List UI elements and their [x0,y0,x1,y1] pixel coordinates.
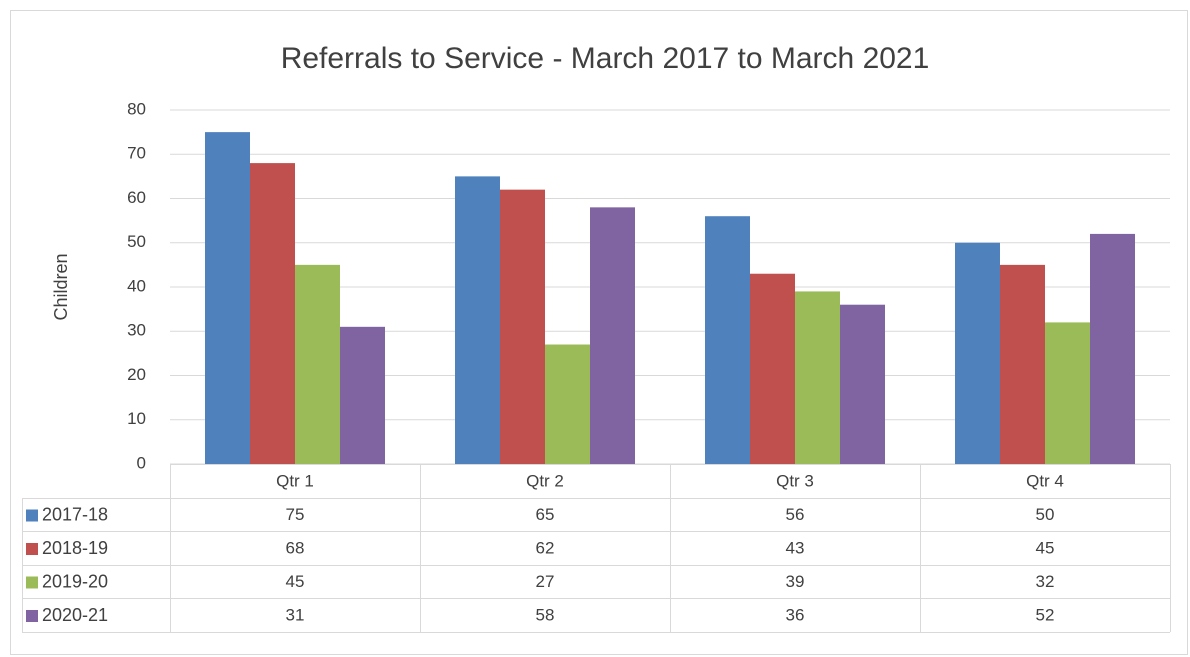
x-tick-label: Qtr 3 [776,471,814,490]
y-tick-label: 40 [127,276,146,295]
table-value: 56 [786,505,805,524]
bar [455,176,500,464]
y-tick-label: 20 [127,365,146,384]
y-tick-label: 30 [127,321,146,340]
bar [545,344,590,464]
x-tick-label: Qtr 1 [276,471,314,490]
y-axis-label: Children [51,253,71,320]
y-tick-label: 50 [127,232,146,251]
table-value: 75 [286,505,305,524]
bar [500,189,545,464]
table-value: 39 [786,572,805,591]
legend-label: 2020-21 [42,605,108,625]
bar [1045,322,1090,464]
legend-label: 2019-20 [42,571,108,591]
table-value: 65 [536,505,555,524]
legend-swatch [26,543,38,555]
table-value: 27 [536,572,555,591]
table-value: 68 [286,538,305,557]
bar [1090,233,1135,464]
bar [955,242,1000,464]
y-tick-label: 0 [137,453,146,472]
chart-title: Referrals to Service - March 2017 to Mar… [281,42,930,75]
bar [795,291,840,464]
table-value: 50 [1036,505,1055,524]
y-tick-label: 80 [127,99,146,118]
legend-swatch [26,576,38,589]
x-tick-label: Qtr 4 [1026,471,1064,490]
bar [590,207,635,464]
legend-swatch [26,509,38,522]
table-value: 36 [786,605,805,624]
table-value: 32 [1036,572,1055,591]
legend-label: 2017-18 [42,504,108,524]
y-tick-label: 10 [127,409,146,428]
bar [295,264,340,464]
table-value: 62 [536,538,555,557]
bar [840,304,885,464]
table-value: 52 [1036,605,1055,624]
table-value: 31 [286,605,305,624]
y-tick-label: 70 [127,144,146,163]
x-tick-label: Qtr 2 [526,471,564,490]
legend-label: 2018-19 [42,538,108,558]
legend-swatch [26,610,38,622]
bar [205,132,250,464]
y-tick-label: 60 [127,188,146,207]
table-value: 45 [1036,538,1055,557]
bar [340,326,385,464]
table-value: 45 [286,572,305,591]
bar [250,163,295,464]
bar [705,216,750,464]
table-value: 43 [786,538,805,557]
table-value: 58 [536,605,555,624]
bar [1000,264,1045,464]
bar [750,273,795,464]
